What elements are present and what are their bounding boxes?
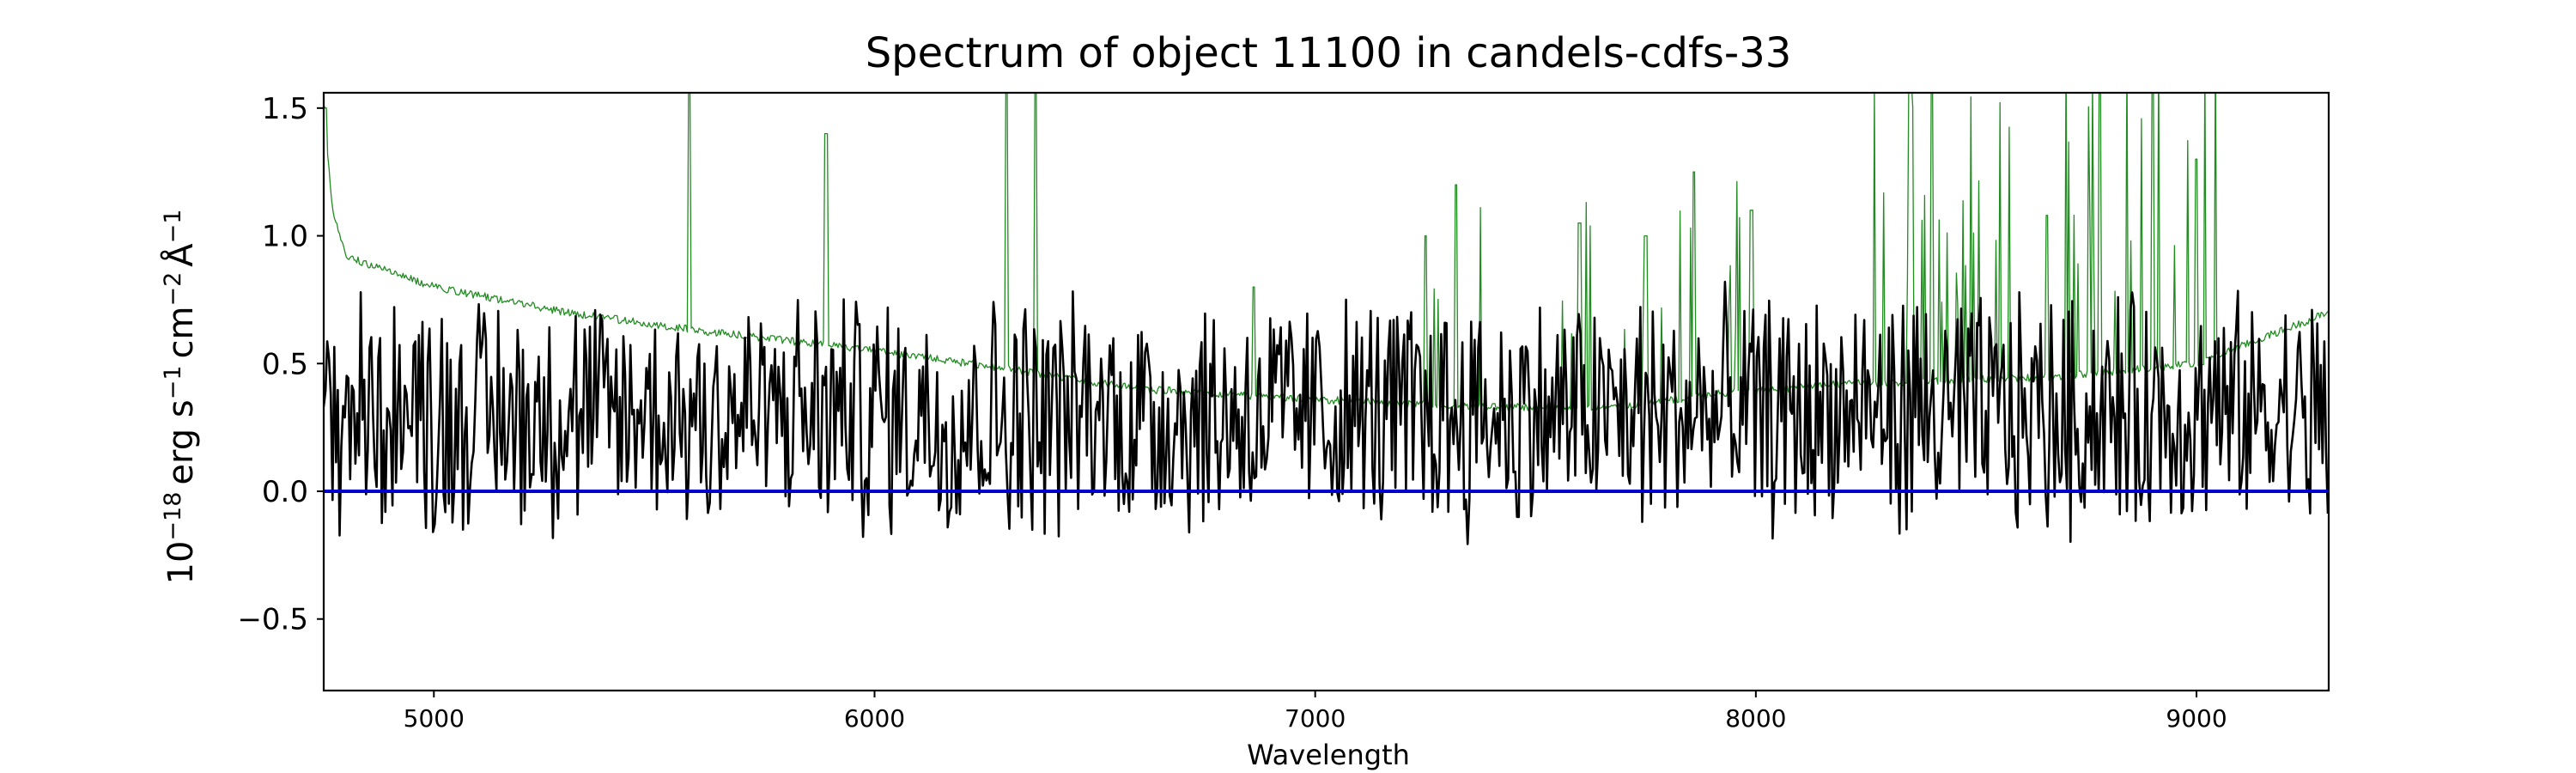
y-axis-label: 10−18erg s−1cm−2Å−1 xyxy=(160,210,201,585)
y-tick-label: 0.0 xyxy=(262,475,308,509)
series-layer xyxy=(324,93,2329,545)
y-tick-label: 1.5 xyxy=(262,92,308,126)
x-tick-label: 7000 xyxy=(1285,704,1346,733)
ylabel-unit-end: Å xyxy=(160,243,201,267)
x-tick-label: 8000 xyxy=(1725,704,1786,733)
x-axis-label: Wavelength xyxy=(1247,739,1410,771)
x-tick-label: 6000 xyxy=(844,704,905,733)
x-tick-label: 5000 xyxy=(404,704,465,733)
flux-spectrum-line xyxy=(324,280,2329,545)
ylabel-unit: erg s xyxy=(161,399,201,484)
y-tick-label: 0.5 xyxy=(262,347,308,381)
x-axis-ticks: 5000 6000 7000 8000 9000 xyxy=(404,691,2227,733)
plot-frame xyxy=(322,91,2330,692)
y-axis-ticks: −0.5 0.0 0.5 1.0 1.5 xyxy=(237,92,324,637)
ylabel-unit-exp1: −1 xyxy=(160,365,186,399)
chart-title: Spectrum of object 11100 in candels-cdfs… xyxy=(866,29,1792,77)
ylabel-prefix-exp: −18 xyxy=(160,492,186,541)
ylabel-unit-exp3: −1 xyxy=(160,210,186,244)
ylabel-unit-exp2: −2 xyxy=(160,272,186,307)
y-tick-label: 1.0 xyxy=(262,220,308,254)
y-tick-label: −0.5 xyxy=(237,603,308,637)
ylabel-prefix: 10 xyxy=(161,541,201,585)
x-tick-label: 9000 xyxy=(2166,704,2227,733)
ylabel-unit-mid: cm xyxy=(161,307,201,359)
